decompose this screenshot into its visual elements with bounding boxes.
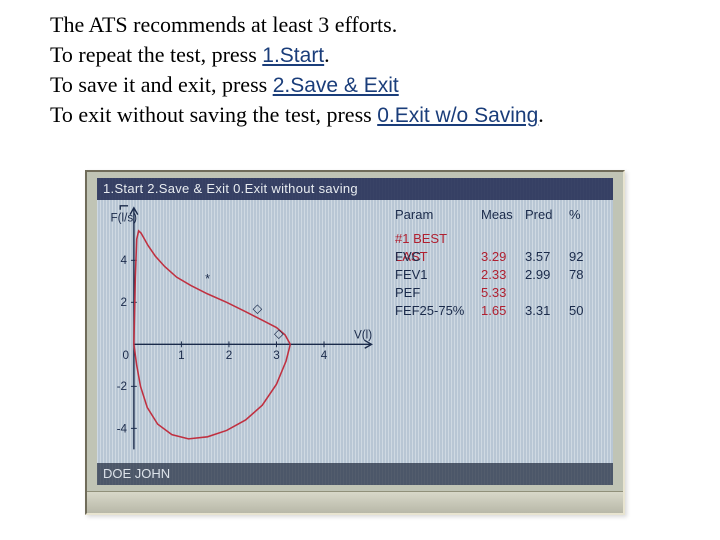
svg-text:3: 3 (273, 349, 280, 362)
cell: 50 (569, 302, 601, 320)
svg-text:◇: ◇ (253, 302, 263, 316)
cell (569, 284, 601, 302)
cell: FVC (395, 248, 481, 266)
svg-text:*: * (205, 272, 210, 286)
svg-text:-2: -2 (117, 380, 127, 393)
table-row: FEV12.332.9978 (395, 266, 613, 284)
text: To exit without saving the test, press (50, 102, 377, 127)
screen-title: 1.Start 2.Save & Exit 0.Exit without sav… (103, 181, 358, 196)
instruction-line-1: The ATS recommends at least 3 efforts. (50, 10, 690, 40)
svg-text:4: 4 (121, 254, 128, 267)
screen-title-bar: 1.Start 2.Save & Exit 0.Exit without sav… (97, 178, 613, 200)
best-label: #1 BEST LAST (395, 230, 481, 248)
text: To save it and exit, press (50, 72, 273, 97)
cell: 78 (569, 266, 601, 284)
col-pct: % (569, 206, 601, 224)
cell: 2.33 (481, 266, 525, 284)
instruction-line-4: To exit without saving the test, press 0… (50, 100, 690, 130)
col-meas: Meas (481, 206, 525, 224)
col-pred: Pred (525, 206, 569, 224)
svg-text:4: 4 (321, 349, 328, 362)
text: The ATS recommends at least 3 efforts. (50, 12, 397, 37)
text: . (538, 102, 544, 127)
cell (525, 284, 569, 302)
text: To repeat the test, press (50, 42, 262, 67)
cell: 5.33 (481, 284, 525, 302)
chart-svg: 1 2 3 4 0 2 4 -2 -4 V(l) F(l/s) * ◇ ◇ (97, 200, 387, 463)
instruction-block: The ATS recommends at least 3 efforts. T… (0, 0, 720, 135)
svg-text:2: 2 (226, 349, 233, 362)
cell: 2.99 (525, 266, 569, 284)
text: . (324, 42, 330, 67)
table-row: FVC3.293.5792 (395, 248, 613, 266)
col-param: Param (395, 206, 481, 224)
instruction-line-3: To save it and exit, press 2.Save & Exit (50, 70, 690, 100)
svg-text:V(l): V(l) (354, 328, 372, 341)
svg-text:◇: ◇ (274, 327, 284, 341)
table-row: FEF25-75%1.653.3150 (395, 302, 613, 320)
svg-text:1: 1 (178, 349, 185, 362)
flow-volume-chart: 1 2 3 4 0 2 4 -2 -4 V(l) F(l/s) * ◇ ◇ (97, 200, 387, 463)
action-exit-no-save: 0.Exit w/o Saving (377, 104, 538, 127)
instruction-line-2: To repeat the test, press 1.Start. (50, 40, 690, 70)
bezel-bottom-strip (87, 491, 623, 513)
results-table: Param Meas Pred % #1 BEST LAST FVC3.293.… (395, 206, 613, 463)
svg-text:F(l/s): F(l/s) (111, 211, 138, 224)
cell: 3.31 (525, 302, 569, 320)
cell: 1.65 (481, 302, 525, 320)
cell: 92 (569, 248, 601, 266)
table-header-row: Param Meas Pred % (395, 206, 613, 224)
svg-text:2: 2 (121, 296, 128, 309)
svg-text:-4: -4 (117, 422, 128, 435)
action-save-exit: 2.Save & Exit (273, 74, 399, 97)
best-row: #1 BEST LAST (395, 230, 613, 248)
patient-name: DOE JOHN (103, 466, 170, 481)
cell: FEV1 (395, 266, 481, 284)
svg-text:0: 0 (123, 349, 130, 362)
action-start: 1.Start (262, 44, 324, 67)
cell: 3.57 (525, 248, 569, 266)
screen-status-bar: DOE JOHN (97, 463, 613, 485)
cell: FEF25-75% (395, 302, 481, 320)
cell: 3.29 (481, 248, 525, 266)
device-bezel: 1.Start 2.Save & Exit 0.Exit without sav… (85, 170, 625, 515)
device-screen: 1.Start 2.Save & Exit 0.Exit without sav… (97, 178, 613, 485)
cell: PEF (395, 284, 481, 302)
table-row: PEF5.33 (395, 284, 613, 302)
